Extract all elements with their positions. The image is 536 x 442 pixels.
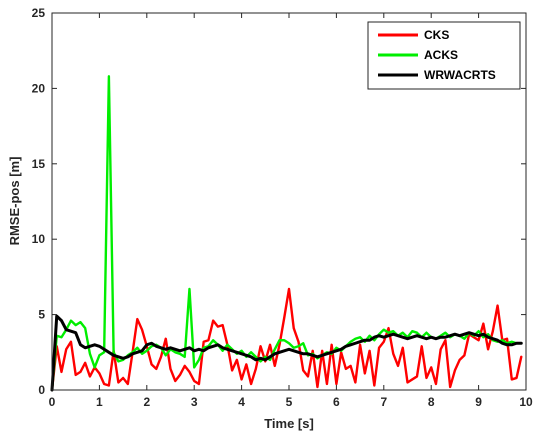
x-tick-label: 3 [191,395,198,409]
legend-label-wrwacrts: WRWACRTS [424,68,496,82]
y-tick-label: 10 [32,232,46,246]
y-tick-label: 15 [32,157,46,171]
x-tick-label: 2 [143,395,150,409]
x-tick-label: 6 [333,395,340,409]
legend-label-acks: ACKS [424,48,458,62]
x-tick-label: 1 [96,395,103,409]
y-tick-label: 5 [38,308,45,322]
x-axis-label: Time [s] [264,416,314,431]
series-line-cks [50,287,523,392]
legend-label-cks: CKS [424,28,449,42]
x-tick-label: 5 [286,395,293,409]
y-tick-label: 20 [32,81,46,95]
ticks-layer: 0 1 2 3 4 5 6 7 8 9 10 0 5 10 15 20 25 [32,6,533,409]
x-tick-label: 9 [475,395,482,409]
y-axis-label: RMSE-pos [m] [7,157,22,246]
y-tick-label: 25 [32,6,46,20]
y-tick-label: 0 [38,383,45,397]
legend: CKS ACKS WRWACRTS [367,21,521,90]
series-line-wrwacrts [50,314,523,392]
series-layer [50,75,523,392]
x-tick-label: 7 [380,395,387,409]
x-tick-label: 4 [238,395,245,409]
x-tick-label: 10 [519,395,533,409]
x-tick-label: 8 [428,395,435,409]
x-tick-label: 0 [49,395,56,409]
